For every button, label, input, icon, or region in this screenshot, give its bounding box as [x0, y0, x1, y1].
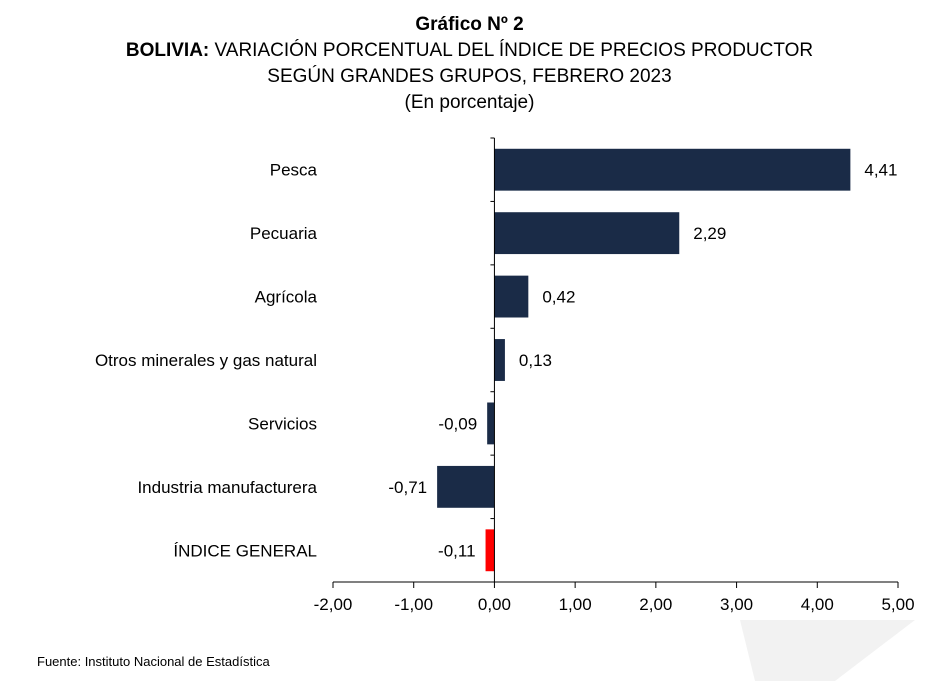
- bar-2: [494, 275, 529, 318]
- chart-units: (En porcentaje): [404, 92, 535, 113]
- category-label: Industria manufacturera: [137, 478, 317, 497]
- chart-subtitle: SEGÚN GRANDES GRUPOS, FEBRERO 2023: [267, 66, 672, 87]
- bar-4: [487, 402, 495, 445]
- bar-1: [494, 212, 680, 255]
- decorative-shape: [740, 620, 915, 681]
- category-label: Pecuaria: [250, 224, 318, 243]
- bar-3: [494, 339, 505, 381]
- category-label: Pesca: [270, 161, 318, 180]
- chart-title-country: BOLIVIA:: [125, 40, 210, 61]
- chart-title: BOLIVIA: VARIACIÓN PORCENTUAL DEL ÍNDICE…: [0, 38, 939, 64]
- data-label: -0,71: [388, 478, 427, 497]
- category-label: Agrícola: [255, 288, 318, 307]
- bar-0: [494, 148, 851, 191]
- data-label: -0,09: [438, 414, 477, 433]
- bar-5: [437, 465, 495, 508]
- category-label: Servicios: [248, 414, 317, 433]
- data-label: -0,11: [438, 541, 476, 560]
- x-tick-label: -2,00: [314, 595, 353, 614]
- x-tick-label: 0,00: [478, 595, 511, 614]
- x-tick-label: 5,00: [881, 595, 914, 614]
- data-label: 0,42: [542, 288, 575, 307]
- chart-number: Gráfico Nº 2: [415, 14, 524, 35]
- category-label: ÍNDICE GENERAL: [173, 541, 317, 560]
- data-label: 2,29: [693, 224, 726, 243]
- chart-title-text: VARIACIÓN PORCENTUAL DEL ÍNDICE DE PRECI…: [209, 40, 814, 61]
- x-tick-label: 4,00: [801, 595, 834, 614]
- x-tick-label: -1,00: [394, 595, 433, 614]
- bar-6: [485, 529, 495, 572]
- data-label: 4,41: [864, 161, 897, 180]
- x-tick-label: 1,00: [559, 595, 592, 614]
- category-label: Otros minerales y gas natural: [95, 351, 317, 370]
- source-note: Fuente: Instituto Nacional de Estadístic…: [37, 654, 270, 669]
- x-tick-label: 2,00: [639, 595, 672, 614]
- data-label: 0,13: [519, 351, 552, 370]
- x-tick-label: 3,00: [720, 595, 753, 614]
- chart-title-block: Gráfico Nº 2 BOLIVIA: VARIACIÓN PORCENTU…: [0, 12, 939, 116]
